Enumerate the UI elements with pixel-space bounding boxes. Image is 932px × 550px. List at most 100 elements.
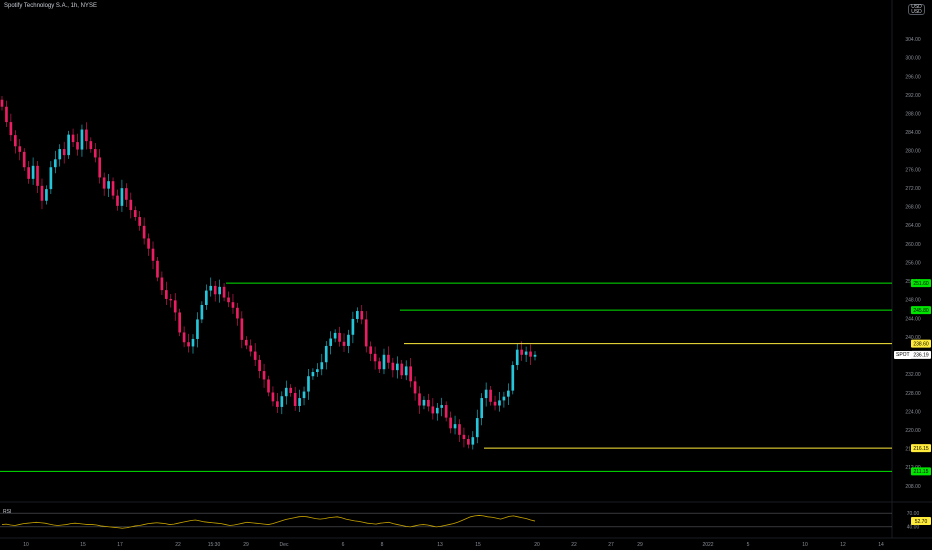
- candle-body[interactable]: [218, 286, 221, 295]
- candle-body[interactable]: [9, 122, 13, 136]
- candle-body[interactable]: [0, 99, 4, 107]
- candle-body[interactable]: [249, 345, 253, 352]
- candle-body[interactable]: [311, 372, 315, 377]
- candle-body[interactable]: [422, 399, 426, 406]
- candle-body[interactable]: [373, 353, 377, 362]
- candle-body[interactable]: [409, 366, 412, 382]
- candle-body[interactable]: [173, 300, 177, 313]
- candle-body[interactable]: [298, 398, 301, 406]
- candle-body[interactable]: [178, 312, 181, 333]
- candle-body[interactable]: [440, 405, 444, 408]
- candle-body[interactable]: [107, 181, 110, 189]
- candle-body[interactable]: [524, 351, 528, 355]
- candle-body[interactable]: [262, 371, 266, 380]
- candle-body[interactable]: [169, 298, 173, 301]
- candle-body[interactable]: [147, 238, 150, 249]
- candle-body[interactable]: [493, 401, 497, 406]
- candle-body[interactable]: [22, 151, 26, 168]
- candle-body[interactable]: [227, 297, 230, 303]
- candle-body[interactable]: [400, 363, 404, 376]
- candle-body[interactable]: [62, 149, 66, 156]
- candle-body[interactable]: [58, 149, 62, 160]
- candle-body[interactable]: [435, 407, 439, 414]
- candle-body[interactable]: [391, 362, 395, 371]
- candle-body[interactable]: [498, 400, 501, 406]
- candle-body[interactable]: [209, 285, 213, 291]
- candle-body[interactable]: [276, 401, 279, 407]
- candle-body[interactable]: [267, 379, 270, 393]
- candle-body[interactable]: [449, 417, 452, 429]
- candle-body[interactable]: [231, 302, 235, 308]
- candle-body[interactable]: [329, 338, 333, 346]
- candle-body[interactable]: [182, 332, 186, 343]
- candle-body[interactable]: [165, 290, 168, 299]
- candle-body[interactable]: [71, 134, 75, 143]
- candle-body[interactable]: [187, 342, 190, 347]
- candle-body[interactable]: [111, 181, 115, 196]
- candle-body[interactable]: [324, 345, 328, 363]
- candle-body[interactable]: [45, 189, 48, 201]
- candle-body[interactable]: [280, 396, 284, 407]
- candle-body[interactable]: [502, 396, 506, 401]
- candle-body[interactable]: [191, 338, 195, 347]
- candle-body[interactable]: [364, 319, 368, 347]
- candle-body[interactable]: [240, 318, 244, 340]
- candle-body[interactable]: [302, 391, 306, 399]
- candle-body[interactable]: [316, 369, 319, 373]
- candle-body[interactable]: [156, 260, 159, 278]
- candle-body[interactable]: [93, 149, 97, 158]
- candle-body[interactable]: [351, 318, 355, 335]
- candle-body[interactable]: [320, 362, 324, 370]
- candle-body[interactable]: [489, 389, 492, 402]
- candle-body[interactable]: [467, 439, 470, 445]
- candle-body[interactable]: [369, 346, 372, 354]
- candle-body[interactable]: [533, 354, 537, 357]
- candle-body[interactable]: [284, 387, 288, 397]
- candle-body[interactable]: [293, 392, 297, 406]
- candle-body[interactable]: [382, 354, 386, 370]
- candle-body[interactable]: [387, 354, 390, 363]
- candle-body[interactable]: [120, 188, 124, 206]
- candle-body[interactable]: [507, 390, 510, 397]
- candle-body[interactable]: [471, 437, 475, 445]
- candle-body[interactable]: [418, 393, 421, 406]
- candle-body[interactable]: [453, 424, 457, 429]
- candle-body[interactable]: [378, 361, 381, 370]
- candle-body[interactable]: [67, 134, 70, 156]
- candle-body[interactable]: [404, 366, 408, 376]
- candle-body[interactable]: [40, 185, 44, 201]
- candle-body[interactable]: [13, 135, 17, 147]
- candle-body[interactable]: [80, 129, 84, 150]
- candle-body[interactable]: [289, 387, 293, 393]
- candle-body[interactable]: [333, 332, 337, 339]
- candle-body[interactable]: [244, 339, 248, 346]
- candle-body[interactable]: [204, 290, 208, 305]
- candle-body[interactable]: [347, 334, 350, 346]
- candle-body[interactable]: [236, 307, 239, 319]
- candle-body[interactable]: [480, 398, 484, 419]
- candle-body[interactable]: [129, 199, 133, 211]
- candle-body[interactable]: [271, 392, 275, 402]
- candle-body[interactable]: [53, 159, 57, 168]
- candle-body[interactable]: [196, 319, 199, 339]
- candle-body[interactable]: [138, 217, 142, 226]
- candle-body[interactable]: [125, 188, 128, 200]
- candle-body[interactable]: [142, 225, 146, 239]
- candle-body[interactable]: [49, 167, 53, 190]
- candle-body[interactable]: [116, 195, 119, 206]
- candle-body[interactable]: [151, 248, 155, 261]
- candle-body[interactable]: [458, 424, 461, 435]
- candle-body[interactable]: [360, 311, 364, 320]
- candle-body[interactable]: [529, 351, 532, 357]
- candle-body[interactable]: [133, 210, 137, 218]
- candle-body[interactable]: [338, 332, 341, 342]
- candle-body[interactable]: [258, 359, 261, 372]
- currency-badge[interactable]: USD USD: [908, 4, 925, 15]
- candle-body[interactable]: [342, 341, 346, 346]
- candle-body[interactable]: [31, 165, 35, 179]
- candle-body[interactable]: [89, 141, 93, 150]
- candle-body[interactable]: [413, 381, 417, 394]
- candle-body[interactable]: [307, 376, 310, 392]
- candle-body[interactable]: [36, 165, 39, 186]
